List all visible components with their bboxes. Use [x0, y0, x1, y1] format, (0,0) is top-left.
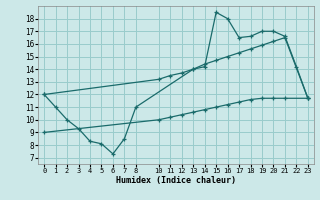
- X-axis label: Humidex (Indice chaleur): Humidex (Indice chaleur): [116, 176, 236, 185]
